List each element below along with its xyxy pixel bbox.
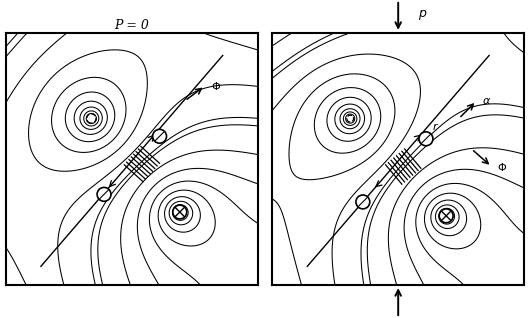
Text: $\Phi$: $\Phi$ bbox=[211, 80, 222, 92]
Text: $r$: $r$ bbox=[432, 121, 440, 132]
Circle shape bbox=[439, 209, 453, 223]
Circle shape bbox=[419, 132, 433, 146]
Circle shape bbox=[173, 205, 187, 219]
Circle shape bbox=[153, 129, 166, 143]
Circle shape bbox=[356, 195, 370, 209]
Text: $p$: $p$ bbox=[418, 8, 428, 22]
Circle shape bbox=[97, 187, 111, 201]
Text: $\Phi$: $\Phi$ bbox=[497, 161, 507, 173]
Title: P = 0: P = 0 bbox=[114, 18, 149, 31]
Text: $\alpha$: $\alpha$ bbox=[482, 96, 491, 106]
